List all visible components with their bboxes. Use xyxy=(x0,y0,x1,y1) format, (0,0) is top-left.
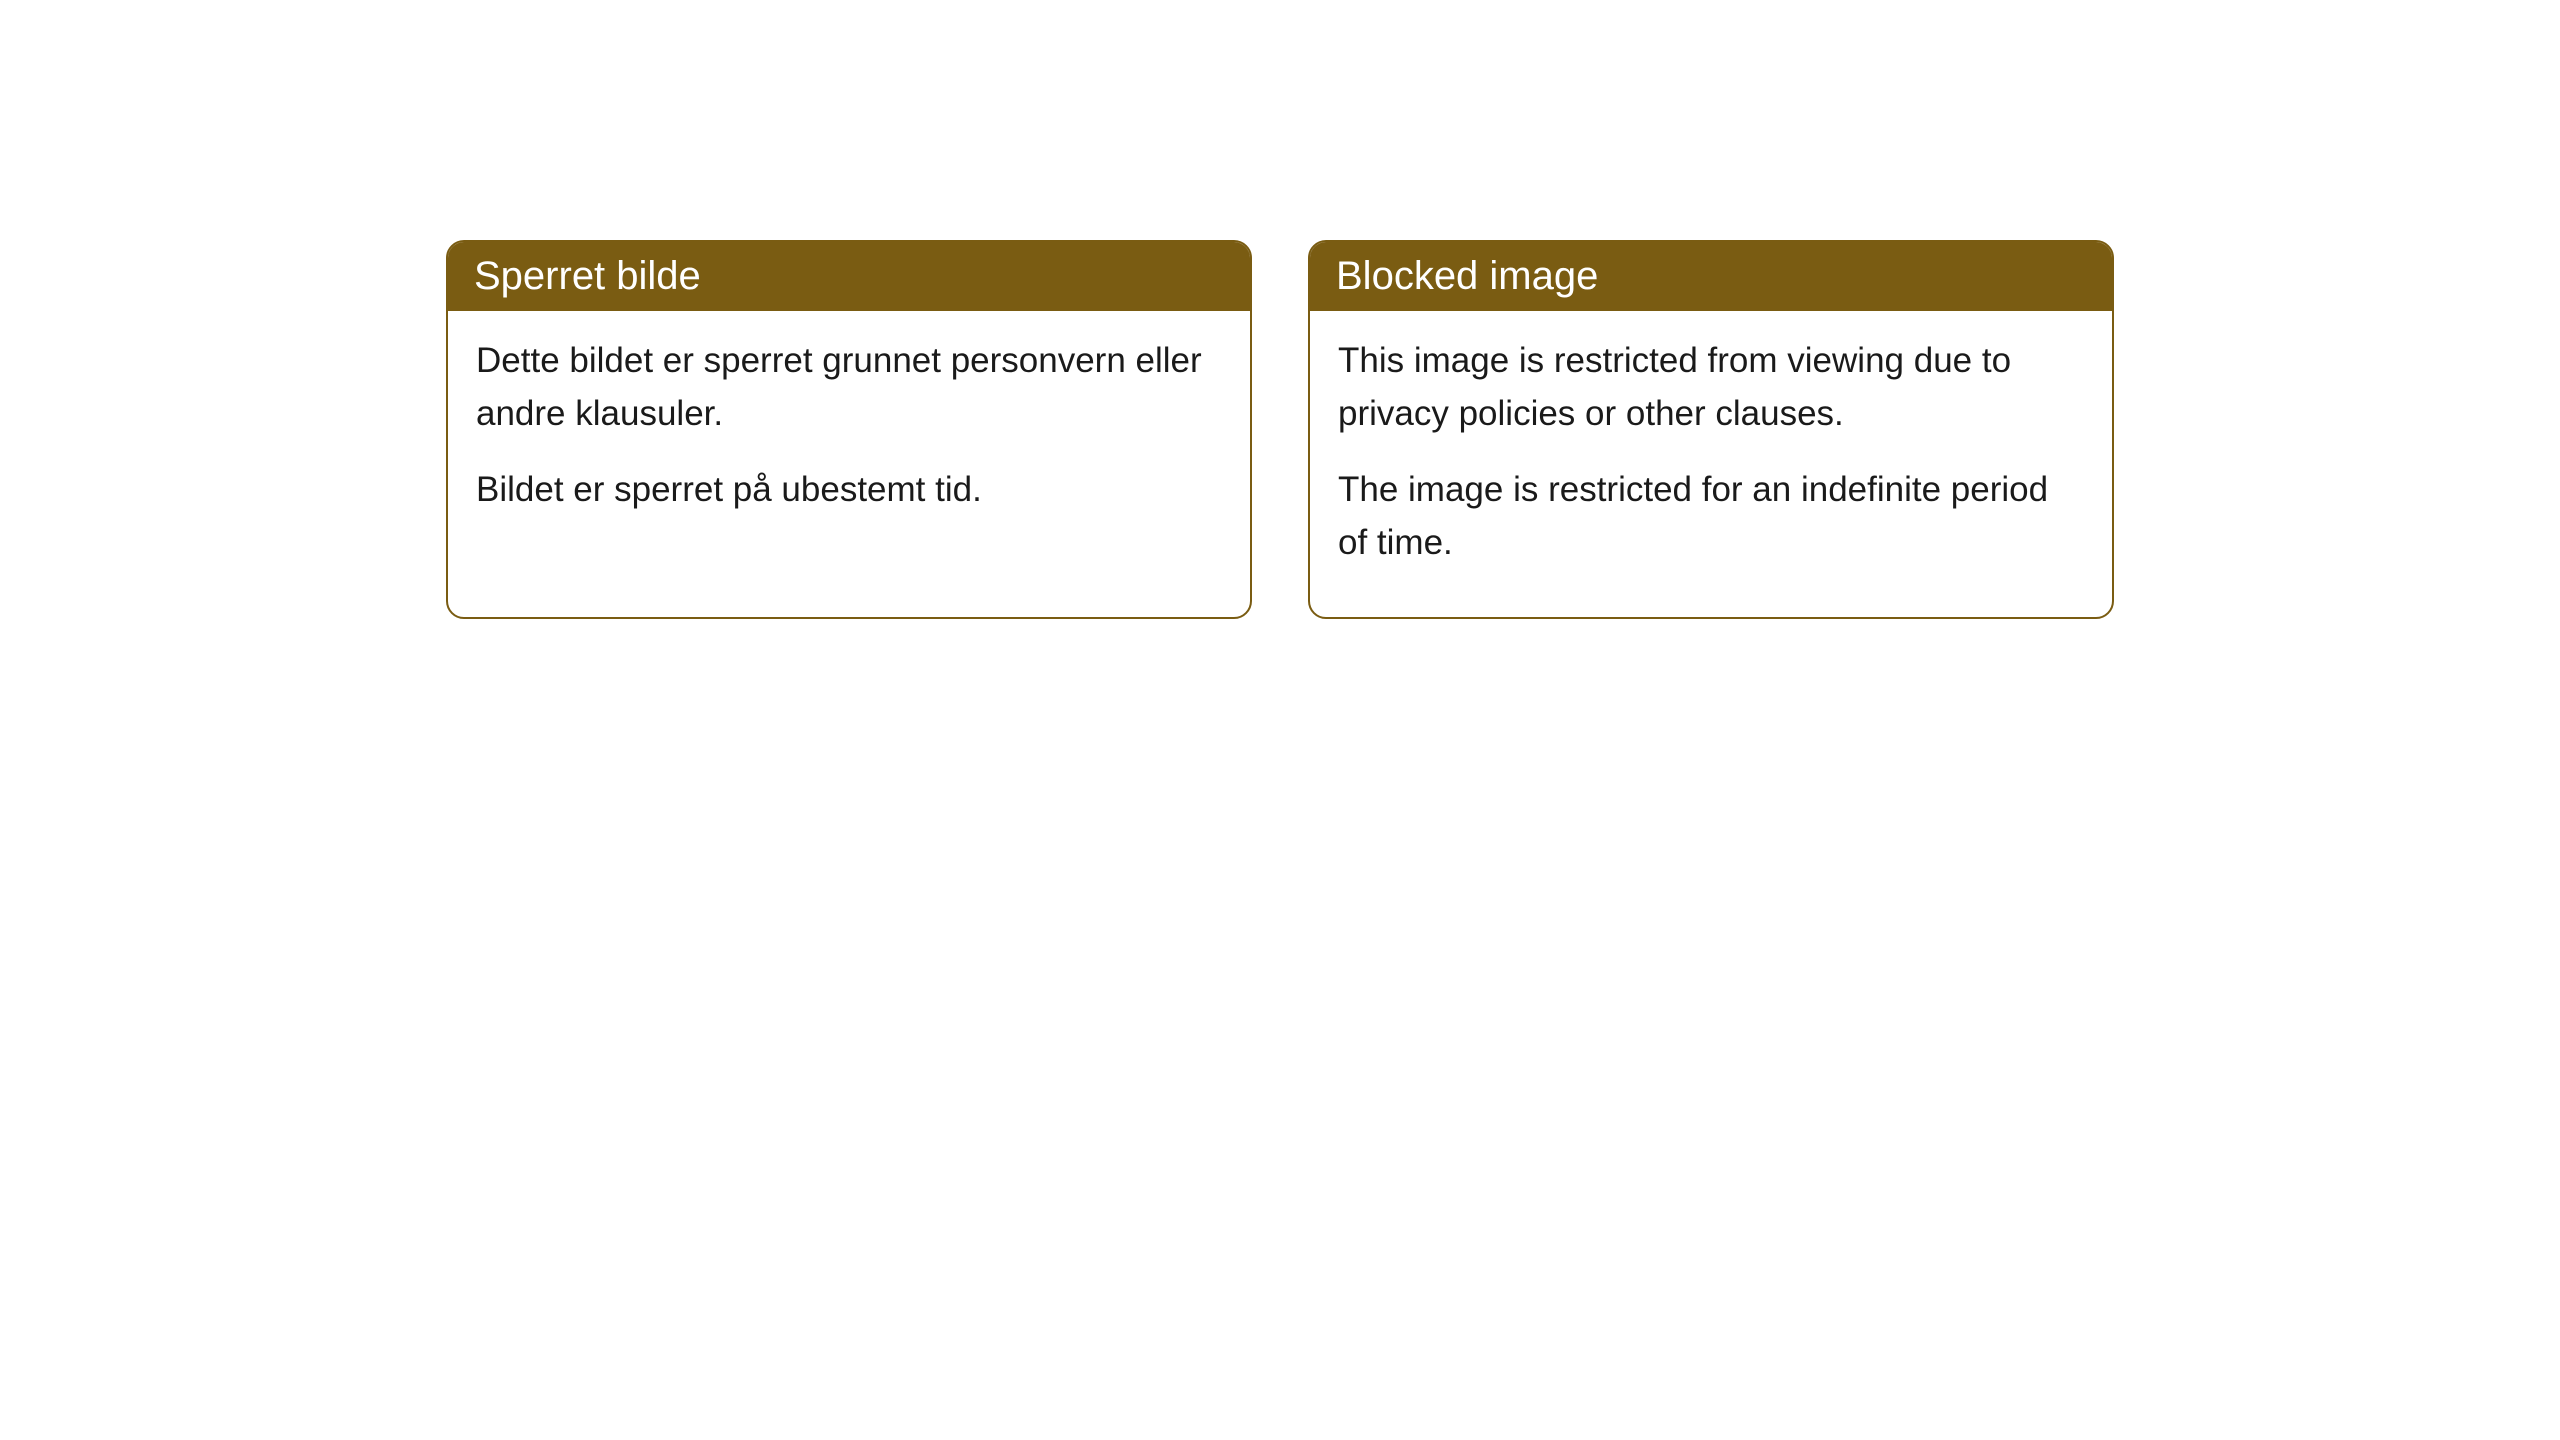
cards-container: Sperret bilde Dette bildet er sperret gr… xyxy=(446,240,2114,619)
blocked-image-card-norwegian: Sperret bilde Dette bildet er sperret gr… xyxy=(446,240,1252,619)
card-body: Dette bildet er sperret grunnet personve… xyxy=(448,311,1250,565)
card-paragraph-1: This image is restricted from viewing du… xyxy=(1338,335,2084,440)
card-header: Sperret bilde xyxy=(448,242,1250,311)
card-paragraph-2: Bildet er sperret på ubestemt tid. xyxy=(476,464,1222,517)
blocked-image-card-english: Blocked image This image is restricted f… xyxy=(1308,240,2114,619)
card-header: Blocked image xyxy=(1310,242,2112,311)
card-title: Sperret bilde xyxy=(474,254,701,298)
card-paragraph-2: The image is restricted for an indefinit… xyxy=(1338,464,2084,569)
card-title: Blocked image xyxy=(1336,254,1598,298)
card-paragraph-1: Dette bildet er sperret grunnet personve… xyxy=(476,335,1222,440)
card-body: This image is restricted from viewing du… xyxy=(1310,311,2112,617)
